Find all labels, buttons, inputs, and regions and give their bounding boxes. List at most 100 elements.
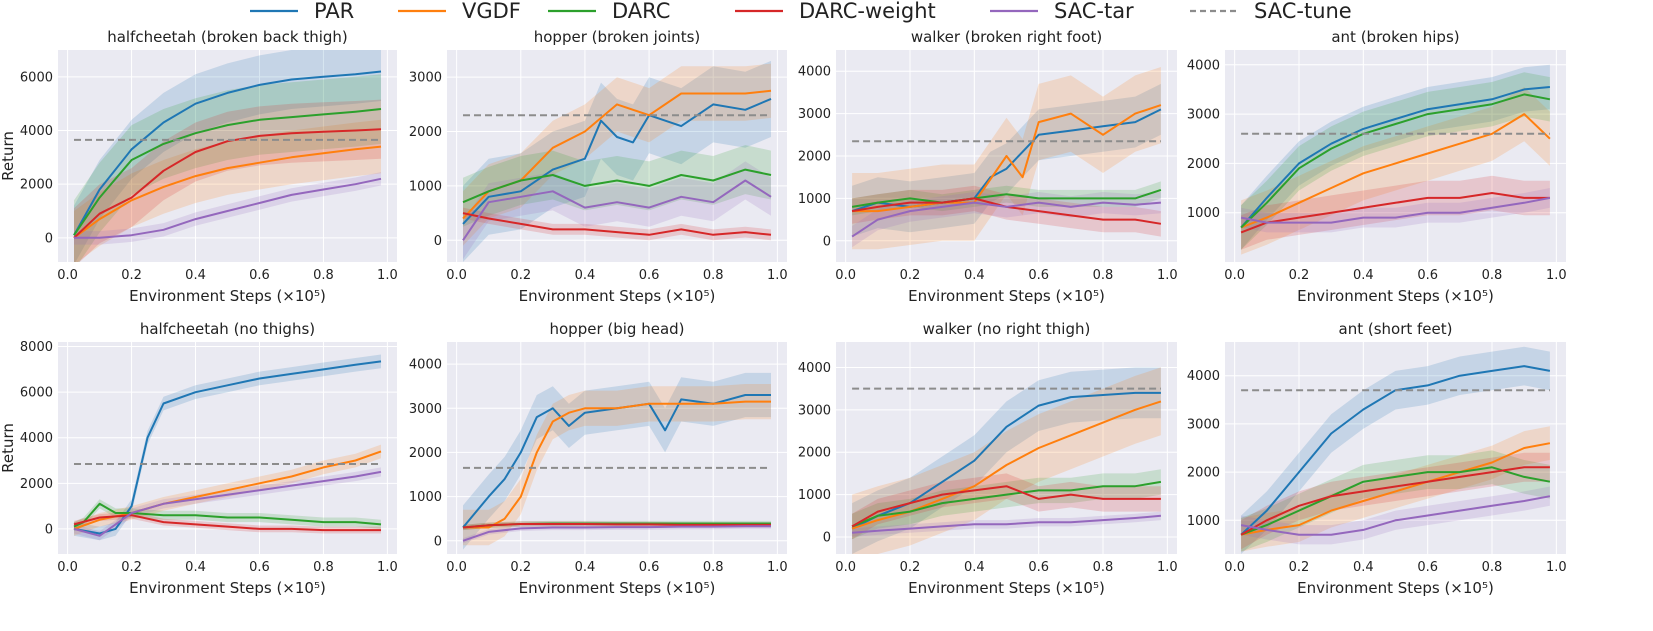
y-tick-label: 2000 xyxy=(1187,466,1220,481)
x-tick-label: 0.8 xyxy=(703,268,724,283)
x-tick-label: 0.2 xyxy=(121,560,142,575)
panel-title: ant (short feet) xyxy=(1339,320,1453,338)
x-tick-label: 1.0 xyxy=(1546,268,1567,283)
panel-7: 0.0 0.2 0.4 0.6 0.8 1.0 0 1000 2000 3000 4000 walke… xyxy=(798,320,1178,597)
band-darc xyxy=(463,145,771,227)
y-tick-label: 3000 xyxy=(798,107,831,122)
y-tick-label: 2000 xyxy=(20,178,53,193)
y-tick-label: 1000 xyxy=(409,490,442,505)
band-vgdf xyxy=(1241,426,1550,552)
series-line-darc-weight xyxy=(1240,192,1550,234)
band-darc xyxy=(74,499,381,532)
legend-entry-vgdf: VGDF xyxy=(398,0,521,23)
x-axis-label: Environment Steps (×10⁵) xyxy=(519,579,716,597)
y-tick-label: 3000 xyxy=(409,71,442,86)
x-tick-label: 0.6 xyxy=(639,560,660,575)
band-par xyxy=(74,354,381,541)
y-tick-label: 0 xyxy=(434,234,442,249)
band-par xyxy=(463,60,771,262)
x-tick-label: 0.6 xyxy=(639,268,660,283)
x-tick-label: 1.0 xyxy=(767,560,788,575)
band-darc-weight xyxy=(852,185,1161,237)
series-line-par xyxy=(1240,86,1550,229)
series-line-sac-tar xyxy=(462,525,771,542)
x-axis-label: Environment Steps (×10⁵) xyxy=(1297,287,1494,305)
y-tick-label: 4000 xyxy=(409,358,442,373)
x-tick-label: 0.4 xyxy=(1353,268,1374,283)
series-line-vgdf xyxy=(1240,442,1551,536)
panel-4: 0.0 0.2 0.4 0.6 0.8 1.0 1000 2000 3000 4000 ant (b… xyxy=(1187,28,1567,305)
series-line-darc-weight xyxy=(73,514,381,532)
y-tick-label: 1000 xyxy=(798,192,831,207)
y-tick-label: 2000 xyxy=(798,150,831,165)
y-tick-label: 1000 xyxy=(1187,514,1220,529)
series-line-darc xyxy=(1240,93,1551,229)
x-axis-label: Environment Steps (×10⁵) xyxy=(519,287,716,305)
band-darc-weight xyxy=(74,99,381,262)
x-axis-label: Environment Steps (×10⁵) xyxy=(129,579,326,597)
y-axis-label: Return xyxy=(0,423,17,473)
series-group xyxy=(73,354,382,541)
series-group xyxy=(851,367,1162,554)
x-axis-label: Environment Steps (×10⁵) xyxy=(1297,579,1494,597)
y-tick-label: 6000 xyxy=(20,70,53,85)
x-tick-label: 0.8 xyxy=(703,560,724,575)
panel-8: 0.0 0.2 0.4 0.6 0.8 1.0 1000 2000 3000 4000 ant (s… xyxy=(1187,320,1567,597)
series-line-sac-tar xyxy=(462,179,772,241)
x-tick-label: 1.0 xyxy=(377,268,398,283)
x-tick-label: 0.6 xyxy=(1417,268,1438,283)
series-line-darc xyxy=(851,480,1162,528)
series-line-sac-tar xyxy=(851,201,1161,238)
panel-title: hopper (broken joints) xyxy=(534,28,701,46)
panel-title: halfcheetah (broken back thigh) xyxy=(107,28,348,46)
series-line-darc-weight xyxy=(462,212,772,236)
x-tick-label: 0.8 xyxy=(313,268,334,283)
y-tick-label: 4000 xyxy=(798,361,831,376)
band-sac-tar xyxy=(1241,188,1550,233)
x-tick-label: 1.0 xyxy=(377,560,398,575)
x-tick-label: 0.4 xyxy=(964,560,985,575)
series-line-vgdf xyxy=(851,400,1162,530)
y-tick-label: 1000 xyxy=(1187,206,1220,221)
panel-title: halfcheetah (no thighs) xyxy=(140,320,315,338)
series-line-sac-tar xyxy=(74,177,382,239)
x-tick-label: 0.6 xyxy=(249,268,270,283)
band-darc-weight xyxy=(1241,175,1550,250)
x-tick-label: 0.4 xyxy=(575,268,596,283)
x-tick-label: 1.0 xyxy=(767,268,788,283)
panel-title: hopper (big head) xyxy=(549,320,684,338)
series-line-par xyxy=(73,70,382,236)
band-par xyxy=(74,50,381,262)
x-tick-label: 0.6 xyxy=(1028,268,1049,283)
x-tick-label: 0.4 xyxy=(185,268,206,283)
x-tick-label: 0.4 xyxy=(575,560,596,575)
y-tick-label: 4000 xyxy=(1187,58,1220,73)
x-tick-label: 0.0 xyxy=(835,268,856,283)
legend-entry-sac-tar: SAC-tar xyxy=(990,0,1134,23)
y-tick-label: 4000 xyxy=(798,65,831,80)
x-tick-label: 0.0 xyxy=(1224,268,1245,283)
y-tick-label: 0 xyxy=(434,534,442,549)
series-line-vgdf xyxy=(852,104,1162,213)
legend-label-sac-tar: SAC-tar xyxy=(1054,0,1134,23)
band-darc-weight xyxy=(1241,452,1550,550)
series-line-vgdf xyxy=(73,145,382,239)
y-tick-label: 0 xyxy=(45,231,53,246)
legend-label-darc: DARC xyxy=(612,0,670,23)
y-tick-label: 2000 xyxy=(20,477,53,492)
y-tick-label: 6000 xyxy=(20,386,53,401)
series-line-darc xyxy=(462,168,772,204)
y-tick-label: 1000 xyxy=(798,488,831,503)
panel-2: 0.0 0.2 0.4 0.6 0.8 1.0 0 1000 2000 3000 hopper (b… xyxy=(409,28,788,305)
plot-area xyxy=(58,342,397,554)
band-sac-tar xyxy=(463,161,771,260)
y-tick-label: 0 xyxy=(823,531,831,546)
x-tick-label: 0.8 xyxy=(1093,268,1114,283)
series-line-sac-tar xyxy=(1240,495,1551,536)
series-group xyxy=(1240,346,1551,554)
x-tick-label: 0.0 xyxy=(446,268,467,283)
panel-6: 0.0 0.2 0.4 0.6 0.8 1.0 0 1000 2000 3000 4000 hoppe… xyxy=(409,320,788,597)
y-tick-label: 2000 xyxy=(1187,157,1220,172)
legend-label-sac-tune: SAC-tune xyxy=(1254,0,1352,23)
band-darc xyxy=(74,74,381,262)
